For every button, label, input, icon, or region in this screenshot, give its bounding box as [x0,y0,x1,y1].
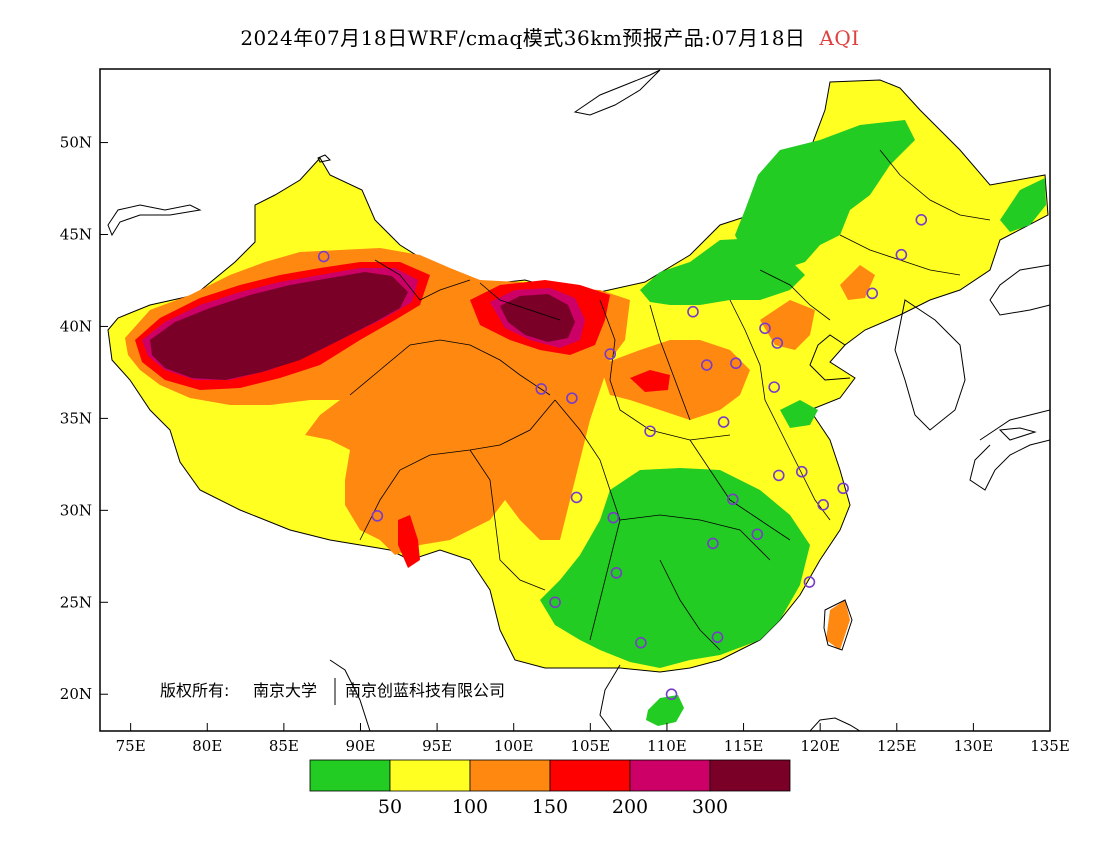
x-tick-label: 125E [877,737,917,755]
legend-swatch [629,759,711,792]
station-marker [549,596,561,609]
station-marker [707,537,719,550]
copyright-org2: 南京创蓝科技有限公司 [345,681,505,700]
station-marker [566,392,578,404]
station-marker [687,305,699,318]
x-tick-label: 90E [345,737,375,755]
legend-swatch [389,759,471,792]
y-tick-label: 35N [60,409,92,427]
station-marker [795,465,808,478]
legend-label: 150 [532,796,568,818]
station-marker [535,383,548,395]
region-usg-taiwan [826,600,850,650]
station-marker [610,567,623,579]
station-marker [665,688,678,701]
station-marker [837,482,849,495]
color-legend: 50 100 150 200 300 [309,759,791,818]
legend-label: 300 [692,796,728,818]
x-tick-label: 85E [269,737,299,755]
legend-swatch [309,759,391,792]
y-tick-label: 30N [60,501,92,519]
region-unhealthy-south-tibet [398,515,420,568]
region-usg-beijing [760,300,815,350]
x-tick-label: 130E [954,737,994,755]
x-tick-label: 135E [1030,737,1070,755]
province-boundaries [349,149,991,651]
station-marker [607,511,620,524]
y-tick-label: 40N [60,317,92,335]
region-good-east [780,400,818,428]
station-marker [635,636,647,649]
station-marker [803,576,816,588]
x-tick-label: 100E [494,737,534,755]
legend-swatch [709,759,791,792]
station-marker [317,250,330,263]
station-marker [768,381,780,393]
station-marker [771,337,784,349]
title-main: 2024年07月18日WRF/cmaq模式36km预报产品:07月18日 [240,26,806,50]
x-tick-label: 120E [800,737,840,755]
region-usg-northeast [840,265,875,300]
region-good-north [640,238,805,305]
legend-swatch [549,759,631,792]
station-marker [866,287,879,300]
region-good-northeast [735,120,915,270]
x-tick-label: 105E [571,737,611,755]
region-good-far-northeast [1000,178,1046,232]
legend-swatch [469,759,551,792]
region-good-hainan [646,695,684,726]
station-marker [817,499,830,511]
coastlines [107,69,1050,731]
station-marker [604,348,617,360]
x-tick-label: 115E [724,737,764,755]
legend-label: 50 [378,796,402,818]
station-marker [717,416,730,428]
copyright-owner: 版权所有: [160,681,229,700]
x-axis: 75E 80E 85E 90E 95E 100E 105E 110E 115E 120E 125E 1… [116,723,1070,755]
map-plot-area [107,69,1050,731]
station-marker [730,357,742,370]
map-title: 2024年07月18日WRF/cmaq模式36km预报产品:07月18日 AQI [0,22,1100,51]
map-frame [99,68,1051,732]
station-marker [570,491,583,504]
y-tick-label: 50N [60,134,92,152]
y-axis: 20N 25N 30N 35N 40N 45N 50N [60,134,108,703]
station-marker [711,631,724,644]
station-marker [371,510,384,522]
legend-label: 100 [452,796,488,818]
legend-label: 200 [612,796,648,818]
station-marker [700,359,713,371]
region-good-south [540,468,810,668]
region-unhealthy-central [630,370,670,392]
copyright-block: 版权所有: 南京大学 南京创蓝科技有限公司 [160,678,505,705]
title-variable: AQI [819,26,860,50]
station-marker [772,469,785,482]
copyright-org1: 南京大学 [253,681,317,700]
station-marker [915,213,928,226]
x-tick-label: 110E [647,737,687,755]
y-tick-label: 25N [60,593,92,611]
station-marker [644,425,656,438]
station-marker [895,248,908,261]
x-tick-label: 80E [192,737,222,755]
station-marker [759,322,771,335]
station-marker [751,528,764,541]
y-tick-label: 20N [60,685,92,703]
region-hazardous-tarim [150,272,408,380]
station-markers [317,213,928,701]
x-tick-label: 75E [116,737,146,755]
y-tick-label: 45N [60,226,92,244]
station-marker [727,493,739,506]
x-tick-label: 95E [422,737,452,755]
